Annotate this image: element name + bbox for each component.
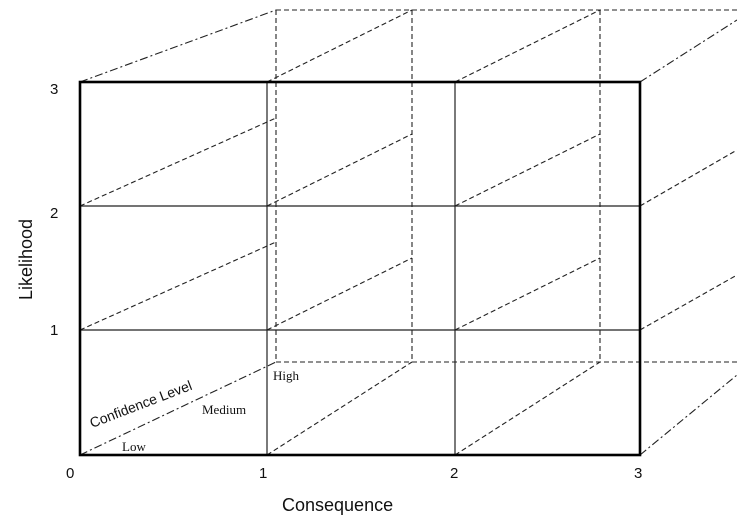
y-tick-3: 3 xyxy=(50,81,58,98)
confidence-level-medium: Medium xyxy=(202,402,246,417)
x-tick-1: 1 xyxy=(259,465,267,482)
y-axis-title: Likelihood xyxy=(16,219,36,300)
y-tick-2: 2 xyxy=(50,205,58,222)
cube-edges xyxy=(79,9,737,456)
front-face xyxy=(78,80,642,457)
depth-lines xyxy=(79,9,737,456)
confidence-axis-title: Confidence Level xyxy=(87,377,194,431)
back-face xyxy=(275,9,737,363)
confidence-level-low: Low xyxy=(122,439,146,454)
x-tick-2: 2 xyxy=(450,465,458,482)
x-tick-3: 3 xyxy=(634,465,642,482)
x-tick-0: 0 xyxy=(66,465,74,482)
x-axis-title: Consequence xyxy=(282,495,393,515)
y-tick-1: 1 xyxy=(50,322,58,339)
front-grid xyxy=(80,82,640,455)
confidence-level-high: High xyxy=(273,368,300,383)
